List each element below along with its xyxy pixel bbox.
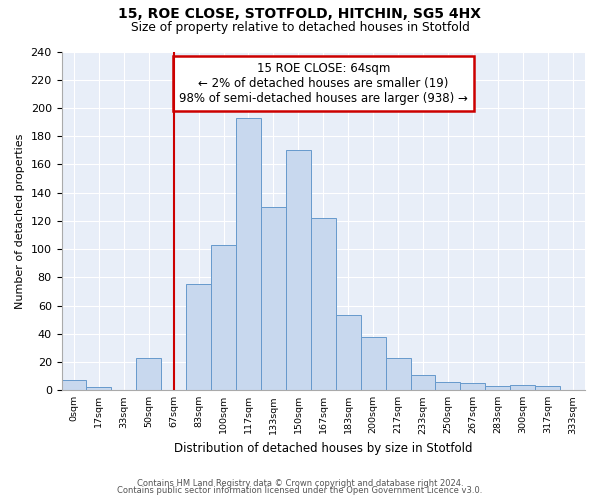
Text: Size of property relative to detached houses in Stotfold: Size of property relative to detached ho… [131, 21, 469, 34]
Bar [86, 388, 112, 390]
Text: Contains HM Land Registry data © Crown copyright and database right 2024.: Contains HM Land Registry data © Crown c… [137, 478, 463, 488]
Bar [510, 384, 535, 390]
Bar [535, 386, 560, 390]
Bar [186, 284, 211, 390]
Y-axis label: Number of detached properties: Number of detached properties [15, 133, 25, 308]
Text: 15 ROE CLOSE: 64sqm
← 2% of detached houses are smaller (19)
98% of semi-detache: 15 ROE CLOSE: 64sqm ← 2% of detached hou… [179, 62, 468, 104]
Text: 15, ROE CLOSE, STOTFOLD, HITCHIN, SG5 4HX: 15, ROE CLOSE, STOTFOLD, HITCHIN, SG5 4H… [119, 8, 482, 22]
Bar [236, 118, 261, 390]
X-axis label: Distribution of detached houses by size in Stotfold: Distribution of detached houses by size … [174, 442, 473, 455]
Bar [286, 150, 311, 390]
Bar [211, 245, 236, 390]
Bar [336, 316, 361, 390]
Bar [436, 382, 460, 390]
Bar [485, 386, 510, 390]
Bar [361, 336, 386, 390]
Bar [410, 374, 436, 390]
Bar [460, 383, 485, 390]
Bar [261, 206, 286, 390]
Bar [311, 218, 336, 390]
Bar [62, 380, 86, 390]
Text: Contains public sector information licensed under the Open Government Licence v3: Contains public sector information licen… [118, 486, 482, 495]
Bar [386, 358, 410, 390]
Bar [136, 358, 161, 390]
